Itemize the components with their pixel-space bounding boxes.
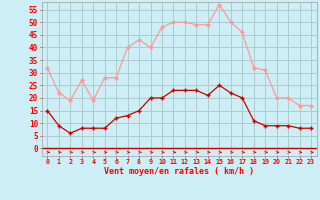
X-axis label: Vent moyen/en rafales ( km/h ): Vent moyen/en rafales ( km/h ) xyxy=(104,167,254,176)
